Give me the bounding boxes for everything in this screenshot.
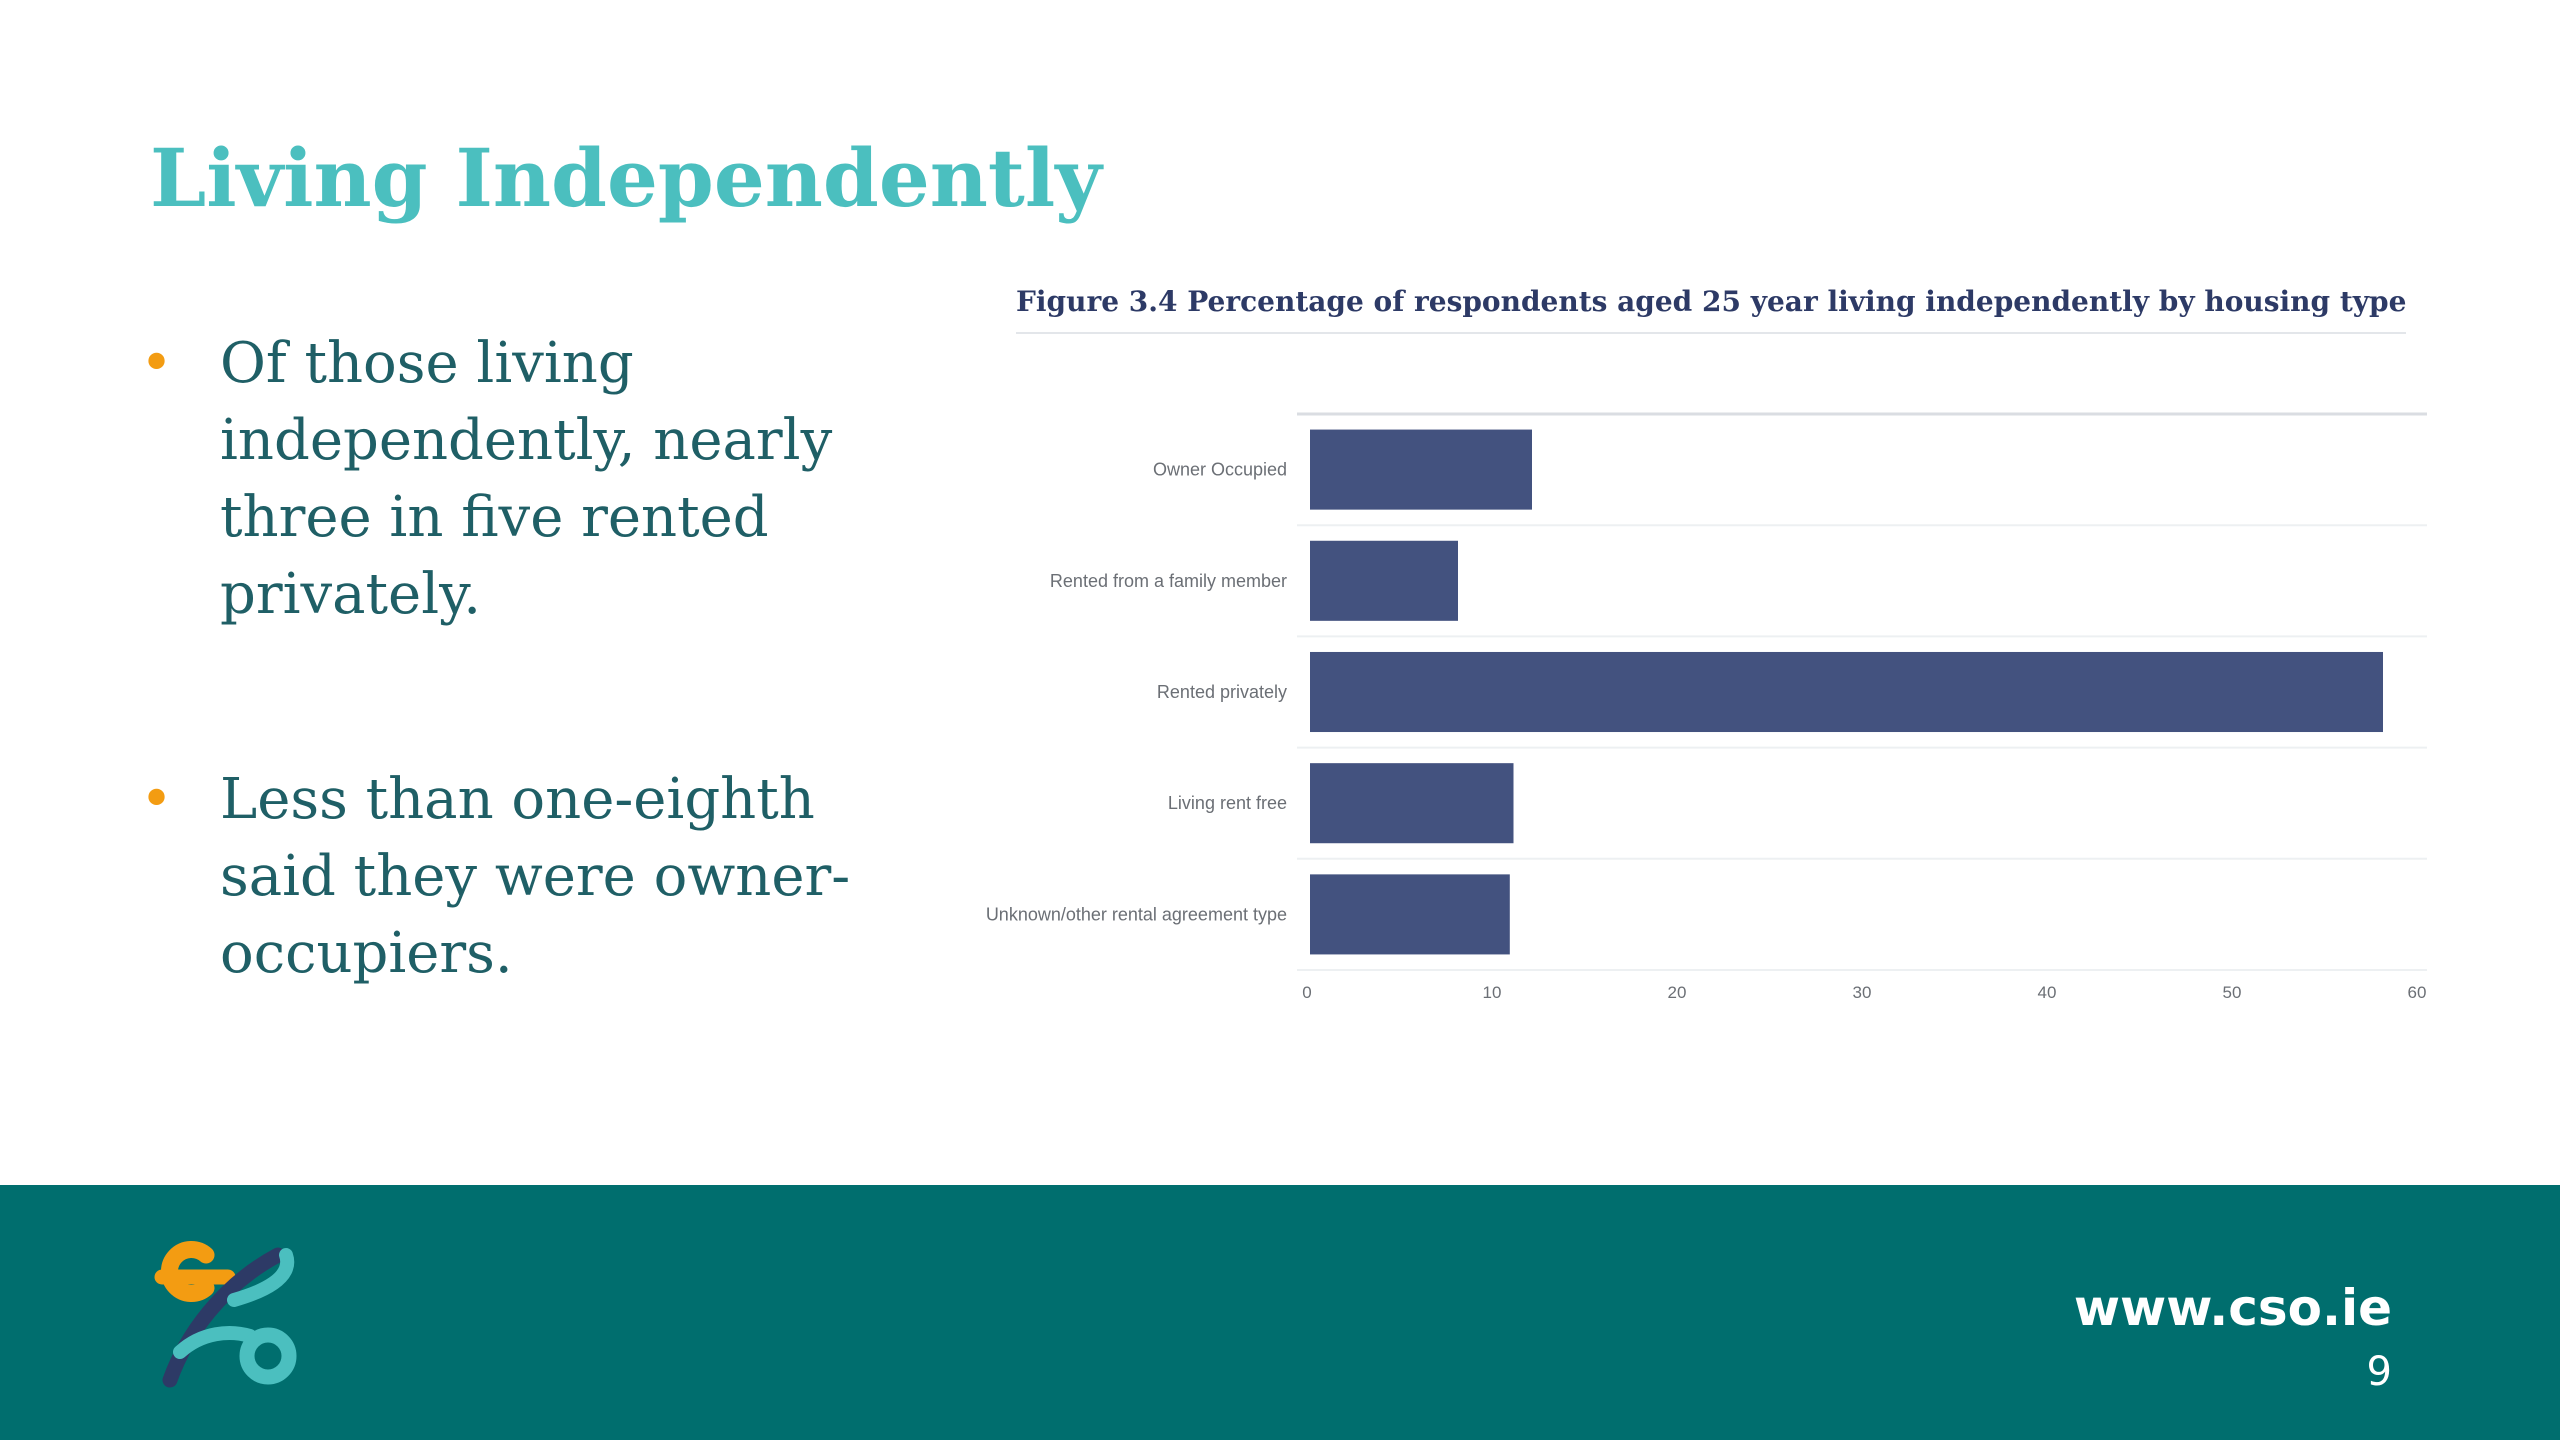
bar	[1310, 540, 1458, 621]
chart-title: Figure 3.4 Percentage of respondents age…	[1016, 282, 2407, 334]
x-tick-label: 10	[1483, 983, 1502, 1002]
y-tick-label: Owner Occupied	[1153, 460, 1287, 480]
cso-logo-icon	[154, 1241, 297, 1388]
bullet-dot-icon: •	[140, 331, 174, 396]
bar	[1310, 651, 2383, 733]
footer-bar: www.cso.ie 9	[0, 1185, 2560, 1440]
x-tick-label: 30	[1853, 983, 1872, 1002]
bar	[1310, 429, 1532, 510]
bar	[1310, 763, 1514, 844]
x-tick-label: 0	[1302, 983, 1311, 1002]
slide-title: Living Independently	[150, 131, 1102, 225]
bar	[1310, 874, 1510, 955]
bullet-item: • Less than one-eighth said they were ow…	[140, 761, 940, 992]
page-number: 9	[2366, 1349, 2392, 1395]
y-tick-label: Unknown/other rental agreement type	[986, 904, 1287, 924]
x-tick-label: 50	[2223, 983, 2242, 1002]
bullet-text: Of those living independently, nearly th…	[220, 331, 833, 627]
footer-url[interactable]: www.cso.ie	[2073, 1279, 2392, 1337]
y-tick-label: Rented privately	[1157, 682, 1287, 702]
x-tick-label: 20	[1668, 983, 1687, 1002]
y-tick-label: Rented from a family member	[1050, 571, 1287, 591]
bar-chart: Owner Occupied Rented from a family membe…	[986, 412, 2427, 1002]
bullet-list: • Of those living independently, nearly …	[140, 325, 940, 992]
bullet-text: Less than one-eighth said they were owne…	[220, 767, 851, 986]
bullet-dot-icon: •	[140, 767, 174, 832]
y-tick-label: Living rent free	[1168, 793, 1287, 813]
bullet-item: • Of those living independently, nearly …	[140, 325, 940, 633]
x-tick-label: 40	[2038, 983, 2057, 1002]
x-tick-label: 60	[2408, 983, 2427, 1002]
